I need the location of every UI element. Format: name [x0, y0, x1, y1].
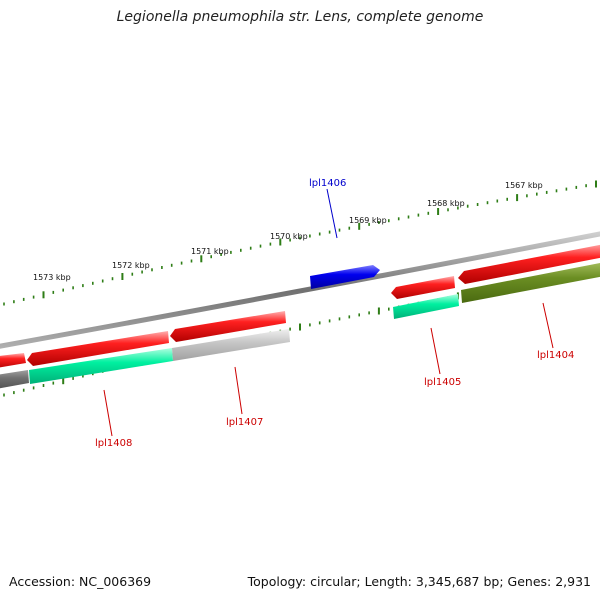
gene-label-lpl1406[interactable]: lpl1406 — [309, 178, 346, 189]
gene-lpl1407-feature[interactable] — [170, 311, 286, 342]
scale-label: 1567 kbp — [505, 181, 543, 190]
scale-label: 1570 kbp — [270, 232, 308, 241]
gene-lpl1408-feature[interactable] — [27, 331, 169, 366]
scale-label: 1571 kbp — [191, 247, 229, 256]
olive-track-segment-lpl1404 — [461, 262, 600, 303]
scale-label: 1569 kbp — [349, 216, 387, 225]
accession-text: Accession: NC_006369 — [9, 574, 152, 589]
genome-backbone — [0, 231, 600, 349]
gene-lpl1404-feature[interactable] — [458, 243, 600, 284]
gene-label-lpl1407[interactable]: lpl1407 — [226, 417, 263, 428]
dark-track-segment — [0, 370, 29, 389]
scale-tick-track — [3, 180, 597, 306]
leader-lpl1407 — [234, 366, 243, 415]
scale-label: 1572 kbp — [112, 261, 150, 270]
leader-lpl1404 — [542, 302, 554, 349]
gene-label-lpl1405[interactable]: lpl1405 — [424, 377, 461, 388]
genome-summary-text: Topology: circular; Length: 3,345,687 bp… — [247, 574, 591, 589]
leader-lpl1408 — [103, 389, 113, 437]
gene-label-lpl1408[interactable]: lpl1408 — [95, 438, 132, 449]
genome-title: Legionella pneumophila str. Lens, comple… — [116, 9, 484, 25]
gene-label-lpl1404[interactable]: lpl1404 — [537, 350, 574, 361]
gene-lpl1405-feature[interactable] — [391, 276, 455, 299]
teal-track-segment-lpl1405 — [393, 294, 459, 319]
gene-lpl1406-feature[interactable] — [310, 265, 380, 289]
teal-track-segment-lpl1408 — [29, 348, 173, 384]
gene-left-edge-feature[interactable] — [0, 353, 26, 369]
leader-lpl1406 — [326, 188, 338, 239]
grey-track-segment-lpl1407 — [172, 329, 290, 361]
scale-label: 1568 kbp — [427, 199, 465, 208]
leader-lpl1405 — [430, 327, 441, 375]
scale-label: 1573 kbp — [33, 273, 71, 282]
